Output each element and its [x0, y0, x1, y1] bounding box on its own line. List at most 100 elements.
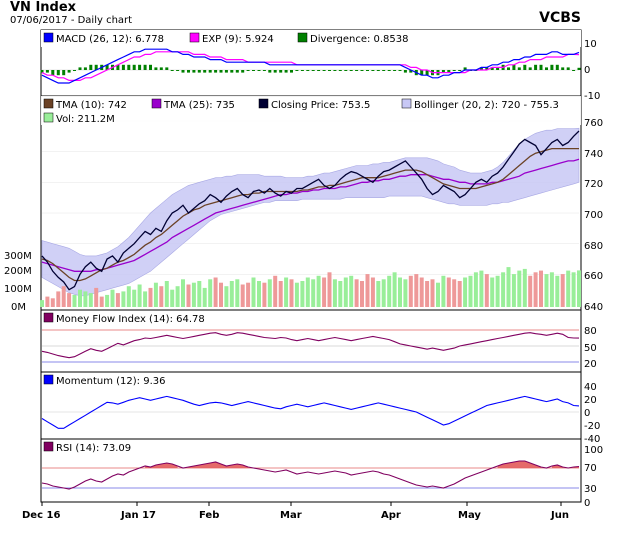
volume-bar [240, 284, 245, 307]
tma25-legend-label: TMA (25): 735 [163, 100, 235, 111]
volume-bar [235, 279, 240, 307]
volume-bar [446, 277, 451, 307]
rsi-overbought-fill [497, 461, 541, 468]
mfi-panel: Money Flow Index (14): 64.78 80 50 20 [40, 309, 597, 373]
divergence-bar [545, 67, 548, 70]
volume-bar [148, 287, 153, 307]
divergence-bar [333, 70, 337, 71]
divergence-bar [62, 70, 66, 76]
volume-bar [436, 282, 440, 307]
volume-bar [251, 277, 256, 307]
volume-bar [126, 286, 131, 307]
volume-bar [61, 286, 66, 307]
volume-bar [213, 277, 218, 307]
volume-bar [316, 275, 321, 307]
divergence-bar [425, 70, 429, 76]
divergence-bar [219, 70, 223, 73]
exp-legend-swatch [189, 32, 200, 43]
vol-legend-label: Vol: 211.2M [56, 114, 115, 125]
volume-bar [311, 279, 316, 307]
divergence-bar [181, 70, 185, 73]
divergence-bar [393, 70, 397, 71]
divergence-bar [105, 64, 109, 70]
volume-bar [419, 277, 424, 307]
macd-tick: -10 [584, 91, 600, 102]
volume-bar [72, 294, 77, 307]
momentum-legend-label: Momentum (12): 9.36 [56, 376, 166, 387]
divergence-bar [149, 64, 152, 70]
tma10-legend-label: TMA (10): 742 [55, 100, 127, 111]
volume-bar [528, 275, 533, 307]
volume-bar [452, 279, 457, 307]
divergence-bar [132, 64, 136, 70]
divergence-bar [360, 70, 364, 71]
exp-legend-label: EXP (9): 5.924 [202, 34, 274, 45]
divergence-bar [458, 70, 462, 71]
volume-bar [191, 282, 196, 307]
divergence-bar [230, 70, 234, 73]
divergence-bar [159, 67, 163, 70]
volume-bar [94, 287, 99, 307]
rsi-tick: 100 [584, 445, 603, 456]
divergence-bar [376, 70, 380, 71]
divergence-bar [382, 70, 386, 71]
vol-tick: 200M [4, 266, 32, 277]
volume-bar [143, 291, 148, 307]
volume-bar [349, 275, 354, 307]
volume-bar [164, 281, 169, 307]
divergence-bar [344, 70, 348, 71]
x-tick-label: Mar [280, 510, 302, 521]
volume-bar [88, 293, 93, 307]
divergence-bar [203, 70, 207, 73]
macd-legend-label: MACD (26, 12): 6.778 [56, 34, 164, 45]
divergence-bar [89, 64, 93, 70]
macd-tick: 0 [584, 65, 590, 76]
volume-bar [208, 279, 213, 307]
chart-subtitle: 07/06/2017 - Daily chart [10, 15, 133, 26]
divergence-bar [539, 64, 543, 70]
price-tick: 640 [584, 302, 603, 313]
volume-bar [468, 275, 473, 307]
volume-bar [533, 272, 538, 307]
divergence-bar [561, 67, 565, 70]
volume-bar [555, 275, 560, 307]
divergence-bar [268, 70, 272, 73]
divergence-bar [338, 70, 342, 71]
volume-bar [511, 274, 516, 307]
volume-bar [560, 274, 565, 307]
divergence-bar [116, 64, 120, 70]
volume-bar [278, 281, 283, 307]
divergence-bar [273, 70, 277, 73]
divergence-bar [121, 64, 125, 70]
divergence-bar [127, 64, 131, 70]
bollinger-legend-label: Bollinger (20, 2): 720 - 755.3 [414, 100, 559, 111]
volume-bar [522, 268, 527, 307]
volume-bar [175, 286, 180, 307]
x-axis: Dec 16 Jan 17 Feb Mar Apr May Jun [22, 502, 569, 521]
brand-label: VCBS [539, 10, 581, 26]
volume-bar [137, 284, 142, 307]
volume-bar [338, 281, 343, 307]
mfi-tick: 50 [584, 343, 597, 354]
divergence-bar [51, 70, 55, 76]
tma25-line [41, 158, 580, 272]
volume-bar [202, 287, 207, 307]
rsi-overbought-fill [188, 462, 249, 468]
volume-bar [257, 281, 261, 307]
price-legend-bg [41, 96, 581, 125]
divergence-bar [290, 70, 293, 73]
volume-bar [67, 293, 72, 307]
divergence-bar [534, 64, 538, 70]
mfi-tick: 20 [584, 359, 597, 370]
divergence-bar [252, 70, 255, 71]
divergence-bar [349, 70, 353, 71]
x-tick-label: Feb [199, 510, 219, 521]
tma25-legend-swatch [151, 98, 162, 109]
volume-bar [305, 277, 310, 307]
close-legend-swatch [258, 98, 269, 109]
divergence-legend-swatch [297, 32, 308, 43]
divergence-bar [257, 70, 261, 71]
divergence-bar [300, 70, 304, 71]
divergence-bar [366, 70, 369, 71]
